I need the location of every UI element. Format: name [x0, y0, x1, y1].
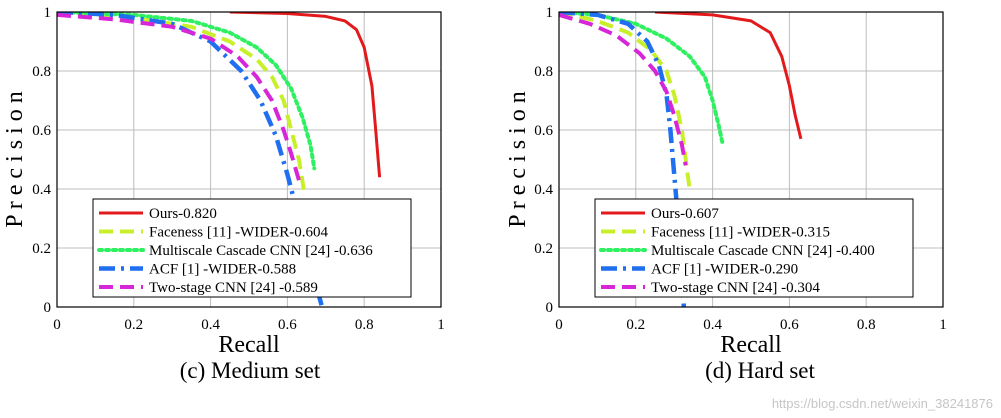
- x-tick-label: 0.4: [201, 317, 220, 333]
- plot-frame: [56, 11, 442, 308]
- series-line-3: [559, 12, 725, 144]
- y-axis-label: P r e c i s i o n: [2, 91, 28, 227]
- legend-label-1: Ours-0.820: [149, 206, 217, 222]
- x-tick-label: 0.6: [278, 317, 297, 333]
- y-tick-label: 0: [546, 300, 554, 316]
- series-line-1: [654, 12, 803, 140]
- chart-caption: (d) Hard set: [705, 358, 815, 383]
- series-line-3: [57, 12, 317, 171]
- y-tick-label: 0.8: [534, 64, 553, 80]
- series-line-5: [559, 12, 688, 166]
- watermark-text: https://blog.csdn.net/weixin_38241876: [772, 396, 993, 411]
- series-line-2: [559, 12, 692, 190]
- legend-label-3: Multiscale Cascade CNN [24] -0.636: [149, 243, 373, 259]
- legend-label-2: Faceness [11] -WIDER-0.604: [149, 225, 328, 241]
- legend-label-5: Two-stage CNN [24] -0.589: [149, 280, 318, 296]
- legend-label-3: Multiscale Cascade CNN [24] -0.400: [651, 243, 875, 259]
- x-tick-label: 0.8: [355, 317, 374, 333]
- legend-label-4: ACF [1] -WIDER-0.588: [149, 262, 296, 278]
- x-tick-label: 0.6: [780, 317, 799, 333]
- y-axis-label: P r e c i s i o n: [505, 91, 531, 227]
- y-tick-label: 0.6: [32, 123, 51, 139]
- y-tick-label: 0.2: [32, 241, 51, 257]
- plot-frame: [558, 11, 944, 308]
- y-tick-label: 0.2: [534, 241, 553, 257]
- x-tick-label: 0: [53, 317, 61, 333]
- x-tick-label: 1: [437, 317, 445, 333]
- chart-1: 0 0.2 0.4 0.6 0.8 1 0 0.2 0.4 0.6 0.8 1 Ours-0.820 Fa…: [2, 5, 445, 383]
- x-tick-label: 0.4: [703, 317, 722, 333]
- chart-2: 0 0.2 0.4 0.6 0.8 1 0 0.2 0.4 0.6 0.8 1 Ours-0.607 Fa…: [505, 5, 947, 383]
- series-line-5: [57, 12, 301, 181]
- legend-label-4: ACF [1] -WIDER-0.290: [651, 262, 798, 278]
- x-axis-label: Recall: [720, 332, 782, 358]
- y-tick-label: 0.6: [534, 123, 553, 139]
- y-tick-label: 0: [44, 300, 52, 316]
- y-tick-label: 0.8: [32, 64, 51, 80]
- legend-box: [92, 198, 412, 298]
- y-tick-label: 1: [546, 5, 554, 21]
- series-line-1: [229, 12, 382, 178]
- legend-label-2: Faceness [11] -WIDER-0.315: [651, 225, 830, 241]
- y-tick-label: 1: [44, 5, 52, 21]
- legend-label-1: Ours-0.607: [651, 206, 719, 222]
- y-tick-label: 0.4: [32, 182, 51, 198]
- chart-caption: (c) Medium set: [180, 358, 321, 383]
- legend: Ours-0.820 Faceness [11] -WIDER-0.604 Mult…: [92, 198, 412, 298]
- x-tick-label: 0: [555, 317, 563, 333]
- x-tick-label: 0.2: [124, 317, 143, 333]
- legend: Ours-0.607 Faceness [11] -WIDER-0.315 Mult…: [594, 198, 914, 298]
- x-tick-label: 1: [939, 317, 947, 333]
- x-tick-label: 0.2: [626, 317, 645, 333]
- series-line-2: [57, 12, 307, 196]
- x-axis-label: Recall: [218, 332, 280, 358]
- legend-label-5: Two-stage CNN [24] -0.304: [651, 280, 820, 296]
- y-tick-label: 0.4: [534, 182, 553, 198]
- legend-box: [594, 198, 914, 298]
- x-tick-label: 0.8: [857, 317, 876, 333]
